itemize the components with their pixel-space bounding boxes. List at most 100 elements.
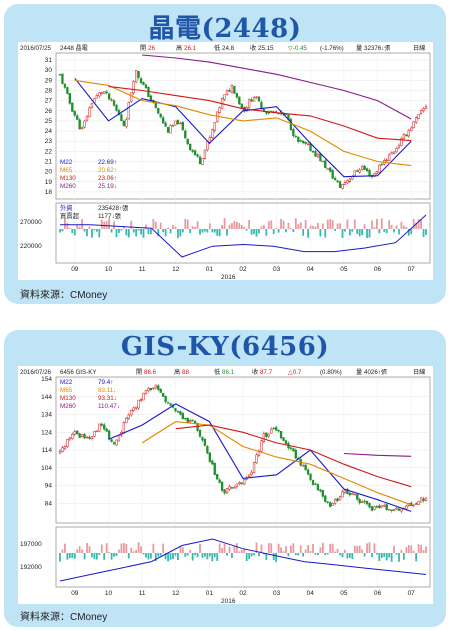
ma-legend-label-2-0: M22: [60, 379, 73, 386]
candle-body: [211, 129, 214, 138]
volume-bar: [103, 553, 106, 560]
candle-body: [255, 96, 258, 98]
candle-body: [338, 496, 342, 501]
candle-body: [405, 505, 408, 510]
candle-body: [218, 107, 221, 113]
volume-bar: [81, 219, 84, 229]
candle-body: [275, 427, 278, 431]
month-tick-label: 12: [172, 266, 180, 273]
volume-bar: [378, 553, 381, 562]
volume-bar: [71, 229, 74, 234]
header-close-label-2: 收: [252, 368, 258, 376]
volume-bar: [83, 229, 86, 232]
candle-body: [363, 500, 366, 503]
volume-bar: [71, 553, 74, 558]
ma-line-m22: [108, 403, 412, 512]
y-tick-label: 20: [45, 169, 53, 176]
candle-body: [385, 159, 388, 161]
candle-body: [400, 138, 403, 146]
candle-body: [407, 129, 410, 137]
month-labels-1: 09 10 11 12 01 02 03 04 05 06 07: [71, 266, 415, 273]
candle-body: [90, 436, 94, 439]
volume-bar: [189, 550, 192, 553]
volume-bar: [309, 225, 312, 229]
ma-legend-2: M22 79.4↑ M65 83.11↓ M130 93.31↓ M260 11…: [60, 379, 120, 410]
volume-bar: [420, 219, 422, 229]
volume-bar: [400, 221, 403, 229]
volume-bar: [425, 546, 427, 553]
candle-body: [162, 117, 165, 124]
volume-bar: [405, 547, 408, 553]
candle-body: [233, 85, 236, 94]
volume-bar: [366, 543, 368, 553]
candle-body: [331, 503, 334, 506]
volume-bar: [390, 224, 393, 229]
y-tick-label: 84: [45, 500, 53, 507]
volume-bar: [68, 227, 71, 229]
volume-bar: [140, 546, 142, 553]
volume-bar: [231, 553, 233, 558]
candle-body: [363, 165, 366, 170]
volume-bar: [334, 551, 337, 553]
volume-bar: [169, 553, 172, 560]
candle-body: [137, 71, 140, 78]
candle-body: [324, 495, 327, 502]
volume-bar: [287, 553, 290, 557]
header-volume-1: 32376↓張: [364, 45, 391, 52]
candle-body: [103, 424, 106, 430]
candle-body: [198, 156, 202, 165]
candle-body: [189, 420, 192, 423]
candle-body: [297, 136, 300, 142]
candle-body: [191, 419, 194, 422]
y-tick-label: 94: [45, 483, 53, 490]
candle-body: [329, 502, 332, 507]
candle-body: [326, 168, 329, 170]
volume-bar: [294, 553, 297, 556]
candle-body: [338, 181, 342, 188]
volume-bar: [336, 223, 339, 229]
candle-body: [88, 107, 91, 117]
volume-bar: [373, 227, 376, 229]
chart-box-1: 2016/07/25 2448 晶電 開 26 高 26.1 低 24.8 收 …: [18, 42, 433, 281]
candle-body: [228, 486, 231, 490]
y-tick-label: 134: [41, 412, 52, 419]
candle-body: [388, 509, 391, 511]
volume-bar: [319, 229, 322, 237]
volume-bar: [250, 553, 253, 557]
volume-bar: [302, 229, 305, 236]
y-tick-label: 154: [41, 376, 52, 383]
candle-body: [292, 128, 295, 137]
volume-bar: [341, 229, 344, 238]
y-tick-label: 29: [45, 77, 53, 84]
volume-bar: [400, 549, 403, 553]
volume-bar: [184, 218, 187, 229]
volume-bar: [145, 224, 147, 229]
volume-bar: [250, 229, 253, 235]
candle-body: [375, 506, 379, 508]
volume-bar: [304, 220, 307, 229]
volume-bar: [86, 543, 88, 553]
candle-body: [220, 481, 224, 491]
volume-bar: [204, 229, 206, 232]
volume-bar: [228, 224, 231, 229]
volume-bar: [135, 229, 138, 237]
ma-legend-label-1-1: M65: [60, 167, 73, 174]
volume-bar: [174, 553, 177, 556]
volume-bar: [162, 229, 165, 233]
lower-legend-1: 外資 235428↑張 買賣超 1177↓張: [60, 203, 129, 220]
volume-bar: [270, 543, 273, 553]
candle-body: [85, 436, 89, 439]
candle-body: [164, 122, 167, 127]
volume-bar: [339, 553, 341, 556]
volume-bar: [226, 553, 228, 556]
candle-body: [405, 134, 408, 137]
volume-bar: [331, 543, 334, 553]
candle-body: [63, 446, 67, 449]
candle-body: [348, 492, 352, 496]
candle-body: [306, 469, 310, 475]
y-tick-group-1: 31 30 29 28 27 26 25 24 23 22 21 20 19 18: [45, 57, 53, 196]
volume-bar: [120, 229, 123, 231]
volume-bar: [371, 220, 373, 229]
lower-legend-value-1-0: 235428↑張: [98, 204, 129, 212]
volume-bar: [122, 226, 125, 229]
